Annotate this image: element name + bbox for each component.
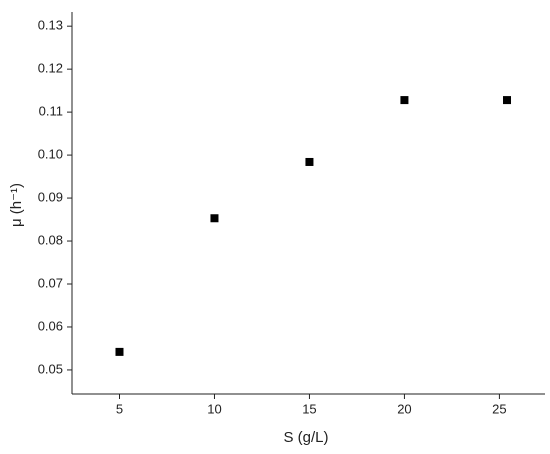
point bbox=[305, 157, 314, 166]
y-tick-label: 0.10 bbox=[38, 147, 63, 162]
point bbox=[210, 214, 219, 223]
point bbox=[400, 96, 409, 105]
point bbox=[115, 347, 124, 356]
y-tick-label: 0.12 bbox=[38, 61, 63, 76]
y-tick-label: 0.07 bbox=[38, 275, 63, 290]
x-tick-label: 5 bbox=[116, 401, 123, 416]
y-tick-label: 0.05 bbox=[38, 361, 63, 376]
y-tick-label: 0.08 bbox=[38, 232, 63, 247]
y-tick-label: 0.13 bbox=[38, 18, 63, 33]
y-tick-label: 0.09 bbox=[38, 189, 63, 204]
x-axis-label: S (g/L) bbox=[283, 429, 328, 446]
y-axis-label: μ (h⁻¹) bbox=[8, 183, 25, 227]
x-tick-label: 25 bbox=[492, 401, 506, 416]
y-tick-label: 0.06 bbox=[38, 318, 63, 333]
point bbox=[503, 96, 512, 105]
x-tick-label: 10 bbox=[207, 401, 221, 416]
x-tick-label: 20 bbox=[397, 401, 411, 416]
y-tick-label: 0.11 bbox=[39, 104, 63, 119]
x-tick-label: 15 bbox=[302, 401, 316, 416]
